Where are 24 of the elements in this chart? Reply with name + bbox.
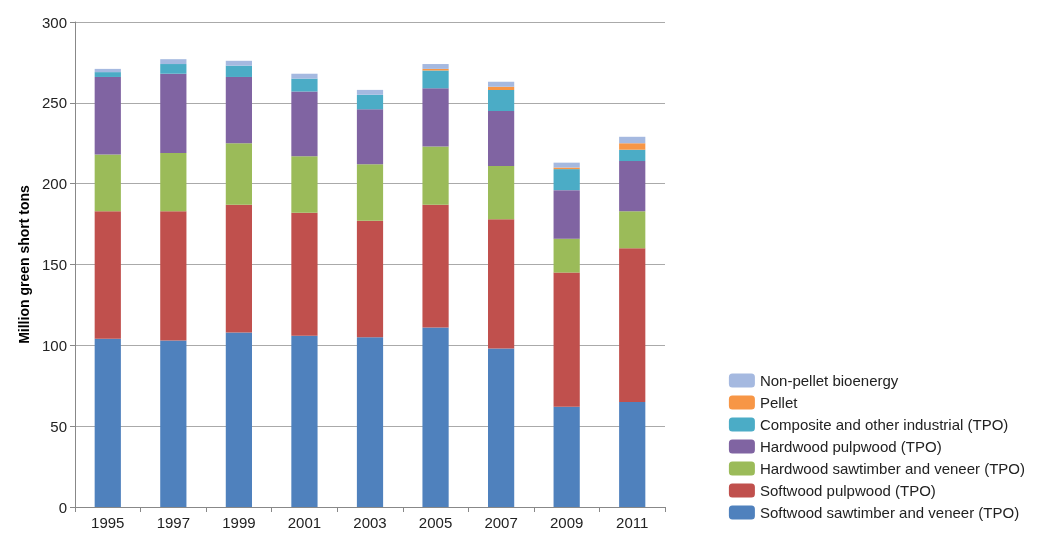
x-tick-label: 2001 xyxy=(287,514,322,531)
y-tick-label: 300 xyxy=(41,13,67,31)
legend-label: Hardwood pulpwood (TPO) xyxy=(759,438,942,455)
x-tick-label: 2005 xyxy=(418,514,453,531)
legend-label: Pellet xyxy=(759,394,799,411)
x-tick-label: 1997 xyxy=(156,514,191,531)
legend-label: Softwood pulpwood (TPO) xyxy=(759,482,936,499)
y-tick-label: 50 xyxy=(50,417,67,435)
x-tick-label: 2007 xyxy=(484,514,518,531)
x-tick-label: 1999 xyxy=(222,514,256,531)
legend-label: Composite and other industrial (TPO) xyxy=(759,416,1009,433)
y-tick-label: 200 xyxy=(41,175,67,193)
x-tick-label: 2009 xyxy=(549,514,584,531)
legend-label: Softwood sawtimber and veneer (TPO) xyxy=(759,504,1020,521)
y-tick-label: 100 xyxy=(41,336,67,354)
legend-label: Hardwood sawtimber and veneer (TPO) xyxy=(759,460,1025,477)
legend-label: Non-pellet bioenergy xyxy=(759,372,899,389)
y-tick-label: 250 xyxy=(41,94,67,112)
x-tick-label: 2003 xyxy=(353,514,387,531)
x-tick-label: 1995 xyxy=(91,514,125,531)
x-tick-label: 2011 xyxy=(616,514,649,531)
y-tick-label: 150 xyxy=(41,256,67,273)
y-tick-label: 0 xyxy=(58,498,67,516)
y-axis-title: Million green short tons xyxy=(16,184,33,344)
